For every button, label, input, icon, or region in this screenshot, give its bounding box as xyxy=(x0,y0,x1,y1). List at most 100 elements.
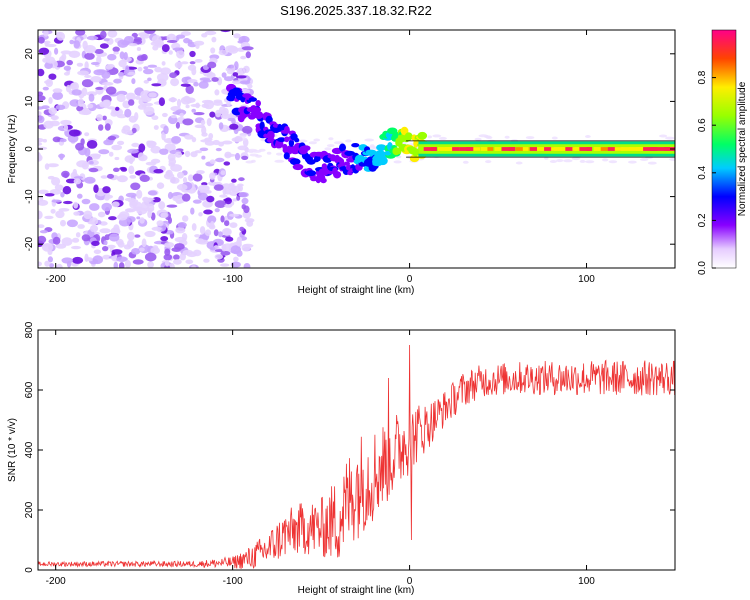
noise-blob xyxy=(150,145,161,154)
noise-blob xyxy=(432,134,442,138)
noise-blob xyxy=(131,78,136,85)
noise-blob xyxy=(174,61,183,69)
noise-blob xyxy=(163,125,169,135)
noise-blob xyxy=(120,167,128,172)
noise-blob xyxy=(84,132,90,137)
noise-blob xyxy=(143,66,149,70)
noise-blob xyxy=(190,103,201,108)
noise-blob xyxy=(223,228,231,236)
noise-blob xyxy=(51,199,62,203)
carrier-peak xyxy=(487,147,494,151)
noise-blob xyxy=(139,217,145,224)
noise-blob xyxy=(203,258,210,263)
noise-blob xyxy=(129,201,138,206)
carrier-peak xyxy=(544,147,554,151)
noise-blob xyxy=(525,136,535,140)
noise-blob xyxy=(364,138,375,142)
noise-blob xyxy=(223,161,231,166)
noise-blob xyxy=(38,261,42,267)
noise-blob xyxy=(161,44,170,53)
y-tick-label: 600 xyxy=(24,381,35,398)
noise-blob xyxy=(76,160,89,168)
noise-blob xyxy=(237,145,249,151)
noise-blob xyxy=(227,46,239,54)
signal-blob xyxy=(305,170,317,177)
noise-blob xyxy=(240,55,247,60)
noise-blob xyxy=(214,254,223,260)
noise-blob xyxy=(55,210,65,219)
noise-blob xyxy=(163,172,175,180)
noise-blob xyxy=(111,201,120,208)
noise-blob xyxy=(111,249,123,255)
noise-blob xyxy=(68,129,81,137)
noise-blob xyxy=(242,137,248,141)
noise-blob xyxy=(147,64,158,68)
colorbar-tick-label: 0.2 xyxy=(697,213,708,227)
noise-blob xyxy=(73,40,81,49)
noise-blob xyxy=(168,263,175,268)
signal-blob xyxy=(305,146,311,151)
noise-blob xyxy=(52,91,64,101)
carrier-peak xyxy=(529,147,538,151)
noise-blob xyxy=(152,45,159,51)
carrier-peak xyxy=(515,147,530,151)
noise-blob xyxy=(172,47,184,51)
noise-blob xyxy=(99,221,108,226)
noise-blob xyxy=(63,124,69,132)
noise-blob xyxy=(118,72,125,77)
noise-blob xyxy=(94,49,104,54)
noise-blob xyxy=(173,259,182,265)
noise-blob xyxy=(51,177,61,186)
noise-blob xyxy=(128,165,135,175)
colorbar-tick-label: 0.8 xyxy=(697,70,708,84)
noise-blob xyxy=(134,95,141,100)
noise-blob xyxy=(54,184,64,191)
noise-blob xyxy=(82,40,88,50)
noise-blob xyxy=(187,79,198,83)
signal-blob xyxy=(277,137,286,143)
noise-blob xyxy=(133,37,142,42)
noise-blob xyxy=(214,89,220,96)
noise-blob xyxy=(602,158,609,162)
noise-blob xyxy=(213,184,224,191)
noise-blob xyxy=(60,50,72,55)
noise-blob xyxy=(215,147,222,152)
y-tick-label: 20 xyxy=(24,48,35,60)
colorbar-ticks: 0.0 0.2 0.4 0.6 0.8 xyxy=(697,70,716,275)
signal-blob xyxy=(284,136,290,143)
noise-blob xyxy=(108,151,114,157)
carrier-peak xyxy=(579,147,593,151)
noise-blob xyxy=(194,234,201,238)
noise-blob xyxy=(126,208,134,213)
noise-blob xyxy=(478,134,489,138)
carrier-peak xyxy=(607,147,621,151)
noise-blob xyxy=(38,47,50,55)
noise-blob xyxy=(236,250,243,257)
noise-blob xyxy=(124,155,136,163)
noise-blob xyxy=(61,237,73,246)
noise-blob xyxy=(579,159,586,163)
noise-blob xyxy=(75,232,81,238)
noise-blob xyxy=(185,259,194,265)
noise-blob xyxy=(180,61,189,65)
noise-blob xyxy=(220,170,226,176)
noise-blob xyxy=(185,104,190,109)
signal-blob xyxy=(334,154,341,164)
noise-blob xyxy=(102,246,109,252)
noise-blob xyxy=(61,170,70,178)
carrier-peak xyxy=(650,147,658,151)
noise-blob xyxy=(42,138,48,143)
noise-blob xyxy=(60,191,65,198)
noise-blob xyxy=(55,104,66,111)
noise-blob xyxy=(107,135,117,141)
noise-blob xyxy=(515,161,523,165)
noise-blob xyxy=(238,177,245,182)
noise-blob xyxy=(77,70,89,76)
noise-blob xyxy=(221,72,227,78)
carrier-peak xyxy=(586,147,592,151)
noise-blob xyxy=(215,157,225,163)
signal-blob xyxy=(248,97,257,102)
noise-blob xyxy=(96,114,103,122)
noise-blob xyxy=(130,182,141,191)
